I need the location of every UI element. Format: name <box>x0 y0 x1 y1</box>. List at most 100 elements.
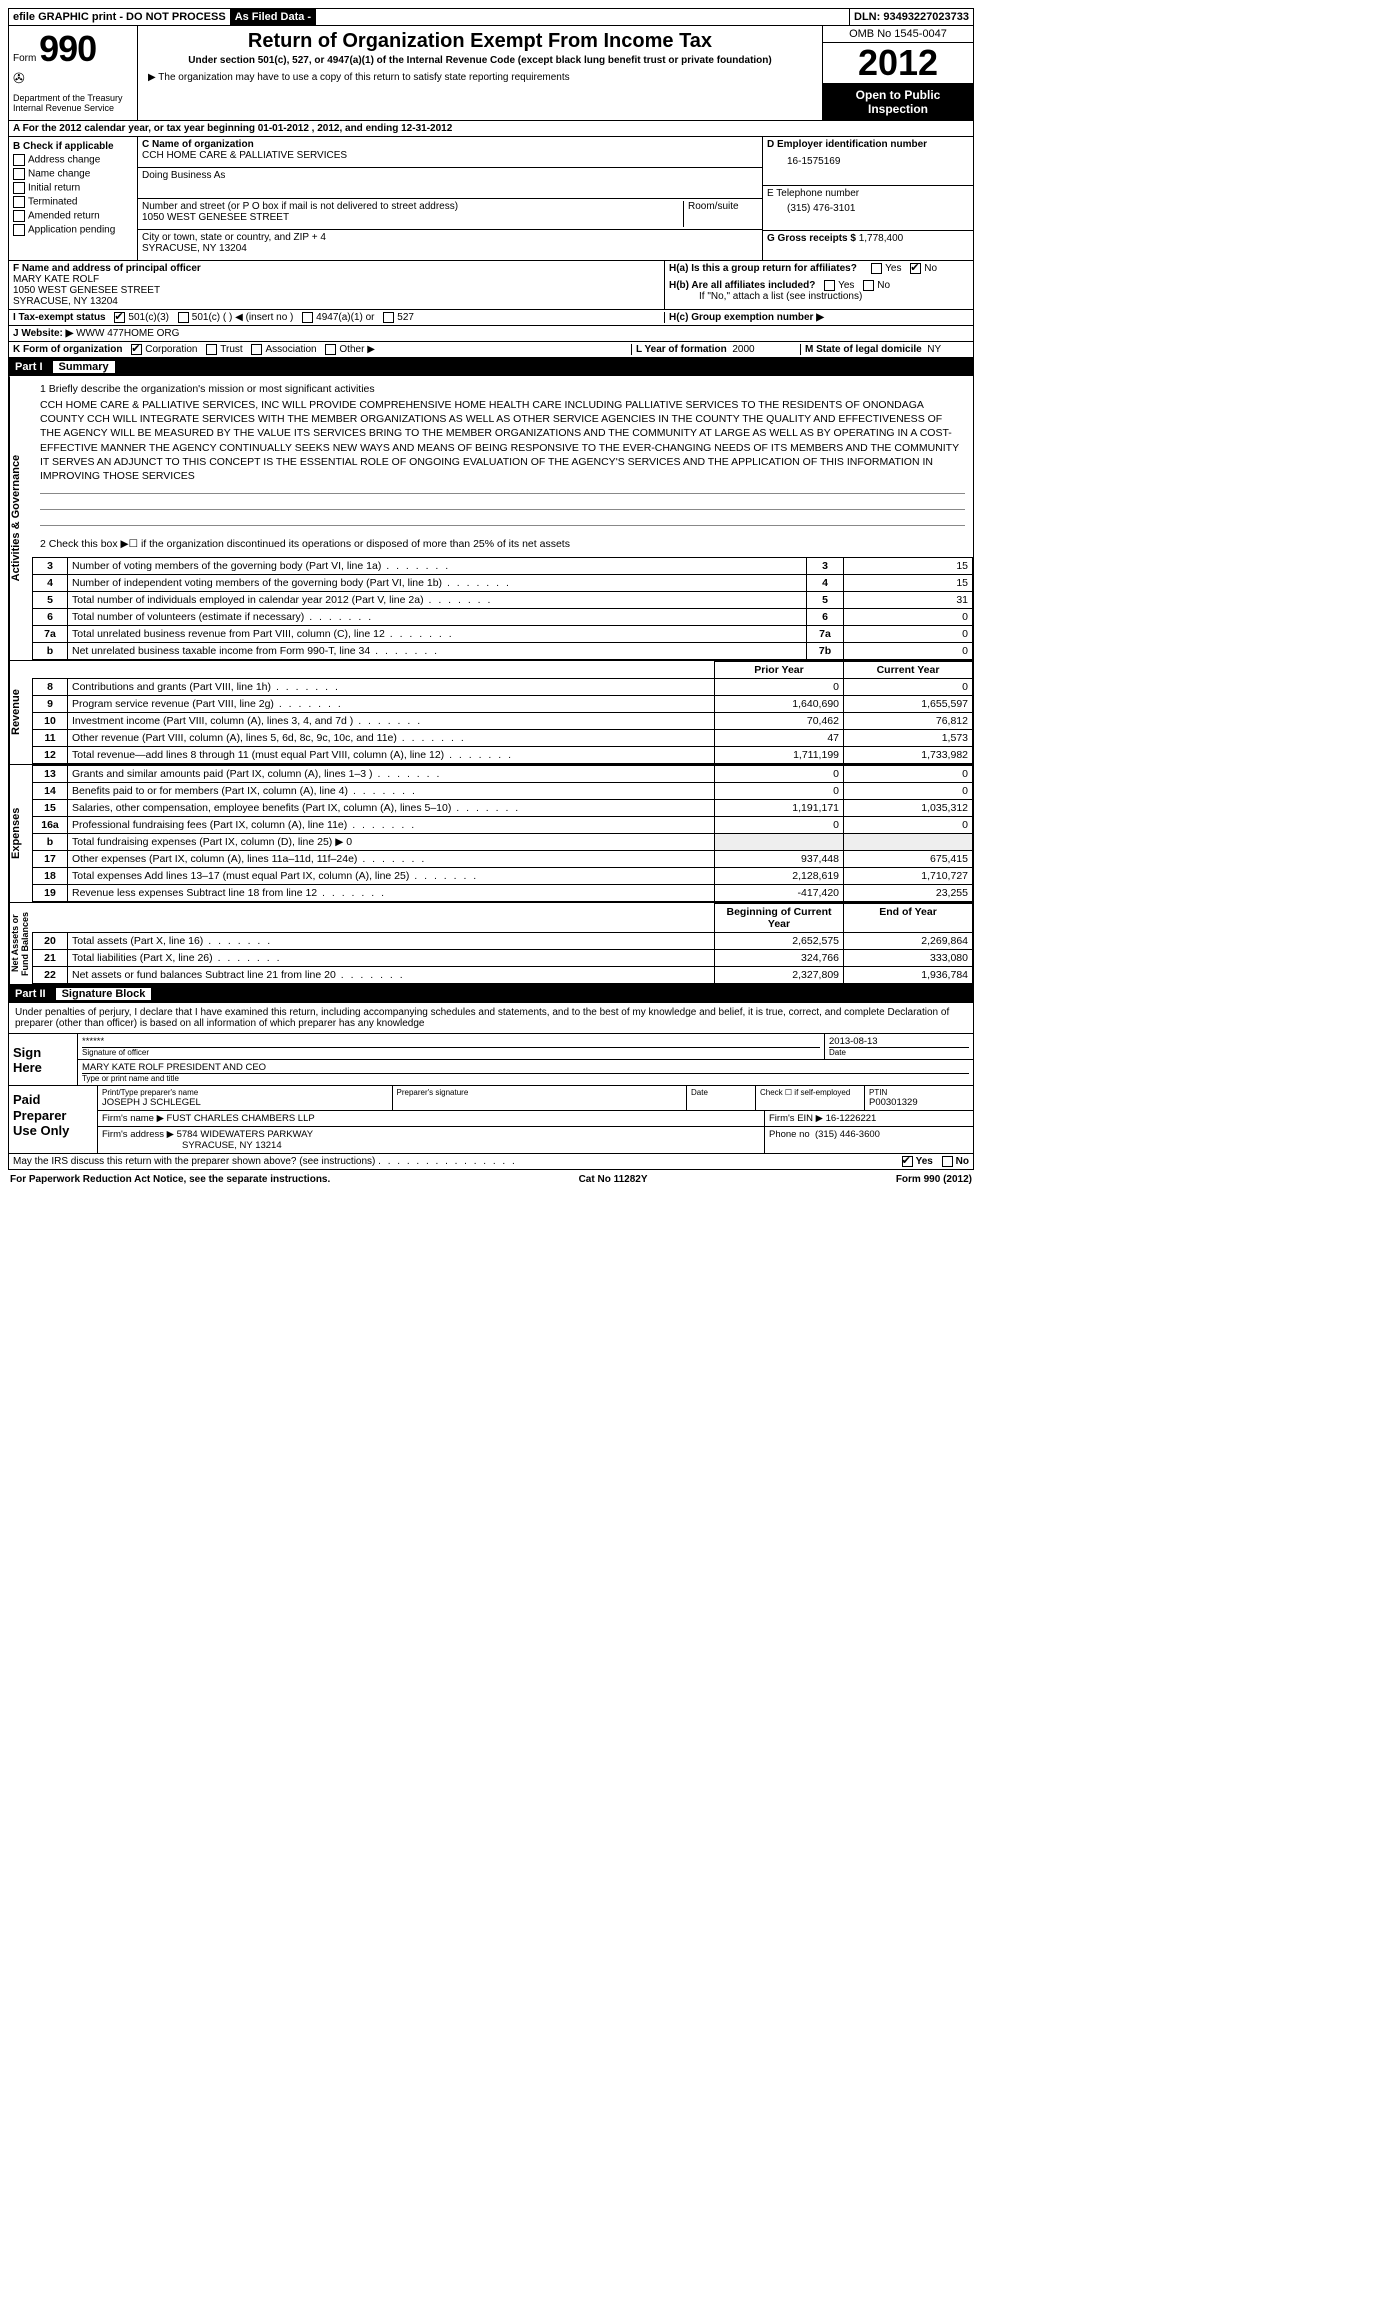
ein-cell: D Employer identification number 16-1575… <box>763 137 973 186</box>
hb-yes: Yes <box>838 280 854 291</box>
principal-officer: F Name and address of principal officer … <box>9 261 665 309</box>
discuss-yes-checkbox[interactable] <box>902 1156 913 1167</box>
dba-label: Doing Business As <box>142 170 758 181</box>
city-value: SYRACUSE, NY 13204 <box>142 243 758 254</box>
discuss-no: No <box>956 1156 969 1167</box>
checkbox-line[interactable]: Initial return <box>13 182 133 194</box>
ha-no-checkbox[interactable] <box>910 263 921 274</box>
sig-date-label: Date <box>829 1047 969 1057</box>
website-label: J Website: ▶ <box>13 328 73 339</box>
checkbox-line[interactable]: Address change <box>13 154 133 166</box>
527-checkbox[interactable] <box>383 312 394 323</box>
part-ii-title: Signature Block <box>56 988 152 1000</box>
officer-name-title-value: MARY KATE ROLF PRESIDENT AND CEO <box>82 1062 969 1073</box>
type-label: Type or print name and title <box>82 1073 969 1083</box>
table-row: 10Investment income (Part VIII, column (… <box>33 713 973 730</box>
mission-text: CCH HOME CARE & PALLIATIVE SERVICES, INC… <box>40 398 965 483</box>
table-row: 14Benefits paid to or for members (Part … <box>33 783 973 800</box>
officer-addr2: SYRACUSE, NY 13204 <box>13 296 118 307</box>
footer-right: Form 990 (2012) <box>896 1174 972 1185</box>
trust-checkbox[interactable] <box>206 344 217 355</box>
tel-value: (315) 476-3101 <box>767 199 969 214</box>
tel-label: E Telephone number <box>767 188 969 199</box>
table-row: 9Program service revenue (Part VIII, lin… <box>33 696 973 713</box>
col-c-org-info: C Name of organization CCH HOME CARE & P… <box>138 137 763 260</box>
footer-mid: Cat No 11282Y <box>579 1174 648 1185</box>
header-right: OMB No 1545-0047 2012 Open to Public Ins… <box>823 26 973 120</box>
form-title: Return of Organization Exempt From Incom… <box>142 30 818 53</box>
part-i-num: Part I <box>15 361 53 373</box>
dba-cell: Doing Business As <box>138 168 762 199</box>
section-bcd: B Check if applicable Address change Name… <box>8 137 974 260</box>
opt-4947: 4947(a)(1) or <box>316 312 374 323</box>
4947-checkbox[interactable] <box>302 312 313 323</box>
footer-left: For Paperwork Reduction Act Notice, see … <box>10 1174 330 1185</box>
governance-content: 1 Briefly describe the organization's mi… <box>32 376 973 660</box>
opt-trust: Trust <box>220 344 242 355</box>
row-a-tax-year: A For the 2012 calendar year, or tax yea… <box>8 121 974 137</box>
mission-section: 1 Briefly describe the organization's mi… <box>32 376 973 489</box>
room-label: Room/suite <box>683 201 758 227</box>
hb-label: H(b) Are all affiliates included? <box>669 280 815 291</box>
501c3-checkbox[interactable] <box>114 312 125 323</box>
gross-value: 1,778,400 <box>859 233 904 244</box>
street-cell: Number and street (or P O box if mail is… <box>138 199 762 230</box>
sign-fields: ****** Signature of officer 2013-08-13 D… <box>78 1034 973 1085</box>
as-filed: As Filed Data - <box>231 9 316 25</box>
table-row: 4Number of independent voting members of… <box>33 575 973 592</box>
table-row: 6Total number of volunteers (estimate if… <box>33 609 973 626</box>
checkbox-line[interactable]: Amended return <box>13 210 133 222</box>
self-employed-check[interactable]: Check ☐ if self-employed <box>755 1086 864 1111</box>
discuss-no-checkbox[interactable] <box>942 1156 953 1167</box>
ha-yes-checkbox[interactable] <box>871 263 882 274</box>
corp-checkbox[interactable] <box>131 344 142 355</box>
perjury-text: Under penalties of perjury, I declare th… <box>9 1003 973 1033</box>
ptin-label: PTIN <box>869 1088 969 1097</box>
ptin-cell: PTIN P00301329 <box>864 1086 973 1111</box>
tax-year: 2012 <box>823 43 973 84</box>
hb-no-checkbox[interactable] <box>863 280 874 291</box>
col-b-title: B Check if applicable <box>13 141 133 152</box>
governance-table: 3Number of voting members of the governi… <box>32 557 973 660</box>
officer-name: MARY KATE ROLF <box>13 274 99 285</box>
form-word: Form <box>13 53 36 64</box>
ruled-line <box>40 509 965 511</box>
hb-yes-checkbox[interactable] <box>824 280 835 291</box>
sign-here-row: Sign Here ****** Signature of officer 20… <box>9 1033 973 1085</box>
dln-value: 93493227023733 <box>883 11 969 23</box>
org-name: CCH HOME CARE & PALLIATIVE SERVICES <box>142 150 758 161</box>
form-header: Form 990 ✇ Department of the Treasury In… <box>8 26 974 121</box>
tax-status-label: I Tax-exempt status <box>13 312 106 323</box>
footer: For Paperwork Reduction Act Notice, see … <box>8 1170 974 1189</box>
spacer <box>316 9 850 25</box>
row-j-website: J Website: ▶ WWW 477HOME ORG <box>8 325 974 341</box>
header-left: Form 990 ✇ Department of the Treasury In… <box>9 26 138 120</box>
prep-sig-cell[interactable]: Preparer's signature <box>392 1086 687 1111</box>
vtab-revenue: Revenue <box>9 661 32 764</box>
phone-label: Phone no <box>769 1129 810 1140</box>
officer-signature[interactable]: ****** Signature of officer <box>78 1034 824 1060</box>
sig-officer-label: Signature of officer <box>82 1047 820 1057</box>
checkbox-line[interactable]: Name change <box>13 168 133 180</box>
hc-label: H(c) Group exemption number ▶ <box>669 312 824 323</box>
part-ii-num: Part II <box>15 988 56 1000</box>
other-checkbox[interactable] <box>325 344 336 355</box>
revenue-block: Revenue Prior YearCurrent Year8Contribut… <box>8 661 974 765</box>
row-k-form-org: K Form of organization Corporation Trust… <box>8 341 974 358</box>
assoc-checkbox[interactable] <box>251 344 262 355</box>
firm-addr2: SYRACUSE, NY 13214 <box>102 1140 282 1151</box>
open-to-public: Open to Public Inspection <box>823 84 973 120</box>
vtab-expenses: Expenses <box>9 765 32 902</box>
gross-cell: G Gross receipts $ 1,778,400 <box>763 231 973 246</box>
table-row: 19Revenue less expenses Subtract line 18… <box>33 885 973 902</box>
ein-label: D Employer identification number <box>767 139 969 150</box>
part-ii-header: Part II Signature Block <box>8 985 974 1003</box>
prep-date-cell: Date <box>686 1086 755 1111</box>
irs-dept: Department of the Treasury Internal Reve… <box>13 93 133 113</box>
ha-yes: Yes <box>885 263 901 274</box>
state-label: M State of legal domicile <box>805 344 922 355</box>
checkbox-line[interactable]: Terminated <box>13 196 133 208</box>
501c-checkbox[interactable] <box>178 312 189 323</box>
checkbox-line[interactable]: Application pending <box>13 224 133 236</box>
paid-label: Paid Preparer Use Only <box>9 1086 98 1153</box>
